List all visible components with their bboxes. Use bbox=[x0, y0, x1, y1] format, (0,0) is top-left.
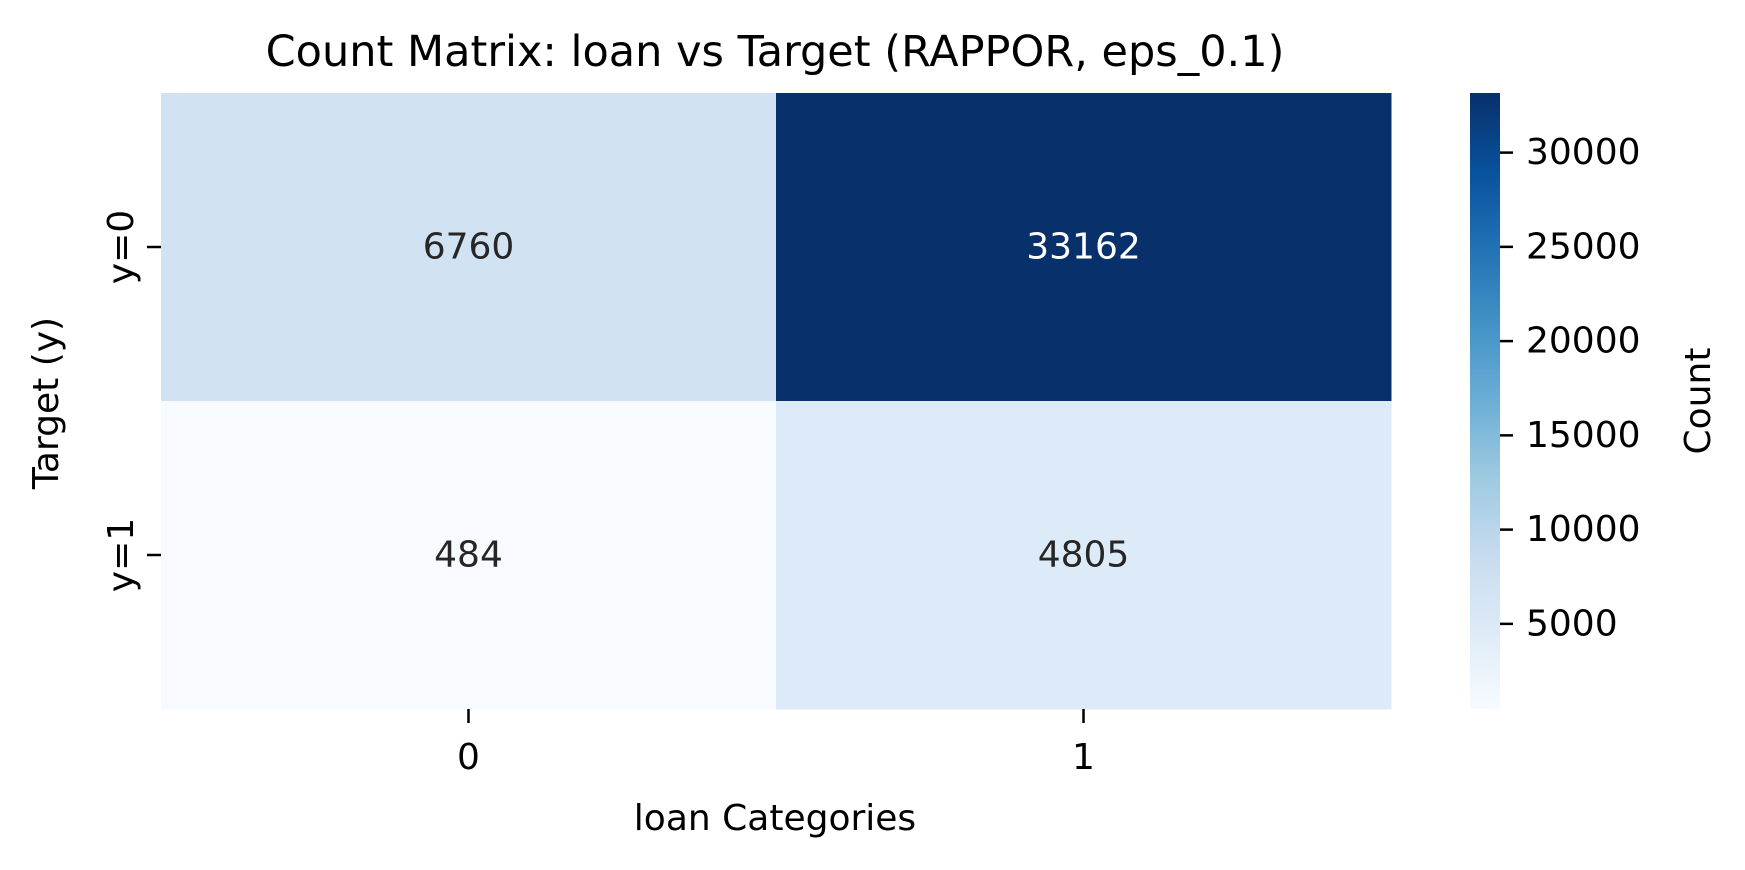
heatmap-cell-label-1-0: 484 bbox=[434, 535, 503, 576]
colorbar: 5000 10000 15000 20000 25000 30000 Count bbox=[1470, 93, 1719, 709]
colorbar-tick-label-3: 20000 bbox=[1526, 321, 1641, 362]
colorbar-ticks: 5000 10000 15000 20000 25000 30000 bbox=[1500, 132, 1641, 644]
colorbar-tick-label-4: 25000 bbox=[1526, 226, 1641, 267]
heatmap-cell-1-1 bbox=[776, 401, 1392, 710]
heatmap-cell-label-0-0: 6760 bbox=[423, 227, 515, 268]
colorbar-tick-label-2: 15000 bbox=[1526, 415, 1641, 456]
chart-title: Count Matrix: loan vs Target (RAPPOR, ep… bbox=[266, 27, 1285, 77]
y-tick-label-1: y=1 bbox=[101, 518, 142, 592]
y-tick-label-0: y=0 bbox=[101, 210, 142, 284]
heatmap-cell-0-0 bbox=[161, 93, 777, 402]
colorbar-gradient bbox=[1470, 93, 1500, 709]
heatmap-cell-0-1 bbox=[776, 93, 1392, 402]
colorbar-tick-label-1: 10000 bbox=[1526, 509, 1641, 550]
heatmap-cell-label-1-1: 4805 bbox=[1038, 535, 1130, 576]
heatmap-cell-labels: 6760 33162 484 4805 bbox=[423, 227, 1141, 576]
x-tick-label-1: 1 bbox=[1072, 737, 1095, 778]
heatmap-cell-label-0-1: 33162 bbox=[1026, 227, 1141, 268]
x-axis-label: loan Categories bbox=[634, 798, 916, 839]
x-tick-label-0: 0 bbox=[457, 737, 480, 778]
colorbar-label: Count bbox=[1678, 348, 1719, 455]
y-axis: y=0 y=1 bbox=[101, 210, 161, 592]
colorbar-tick-label-5: 30000 bbox=[1526, 132, 1641, 173]
heatmap-cells bbox=[161, 93, 1392, 710]
colorbar-tick-label-0: 5000 bbox=[1526, 603, 1618, 644]
y-axis-label: Target (y) bbox=[26, 317, 67, 490]
heatmap-cell-1-0 bbox=[161, 401, 777, 710]
